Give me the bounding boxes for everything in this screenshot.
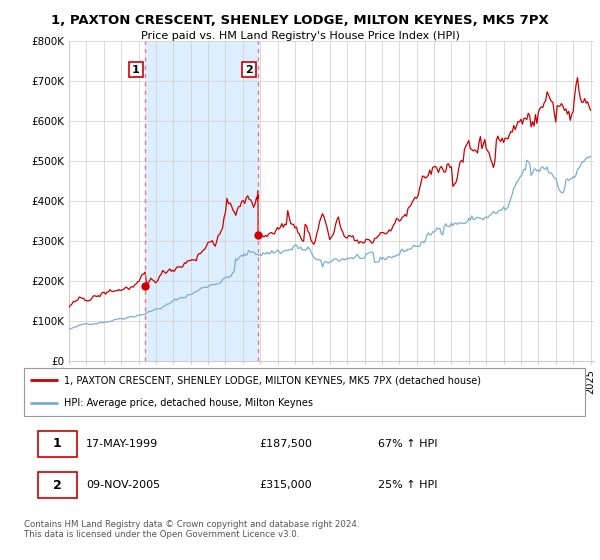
Text: 2: 2 [53,479,62,492]
Text: £315,000: £315,000 [259,480,312,490]
Text: 25% ↑ HPI: 25% ↑ HPI [378,480,438,490]
Text: HPI: Average price, detached house, Milton Keynes: HPI: Average price, detached house, Milt… [64,398,313,408]
Text: 09-NOV-2005: 09-NOV-2005 [86,480,160,490]
Text: 2: 2 [245,65,253,74]
FancyBboxPatch shape [38,472,77,498]
Bar [145,41,258,361]
Text: 67% ↑ HPI: 67% ↑ HPI [378,439,438,449]
Text: £187,500: £187,500 [259,439,312,449]
Text: Price paid vs. HM Land Registry's House Price Index (HPI): Price paid vs. HM Land Registry's House … [140,31,460,41]
FancyBboxPatch shape [38,431,77,457]
Text: 1, PAXTON CRESCENT, SHENLEY LODGE, MILTON KEYNES, MK5 7PX: 1, PAXTON CRESCENT, SHENLEY LODGE, MILTO… [51,14,549,27]
Text: Contains HM Land Registry data © Crown copyright and database right 2024.
This d: Contains HM Land Registry data © Crown c… [24,520,359,539]
Text: 1, PAXTON CRESCENT, SHENLEY LODGE, MILTON KEYNES, MK5 7PX (detached house): 1, PAXTON CRESCENT, SHENLEY LODGE, MILTO… [64,375,481,385]
Text: 1: 1 [132,65,140,74]
Text: 1: 1 [53,437,62,450]
FancyBboxPatch shape [24,368,585,416]
Text: 17-MAY-1999: 17-MAY-1999 [86,439,158,449]
